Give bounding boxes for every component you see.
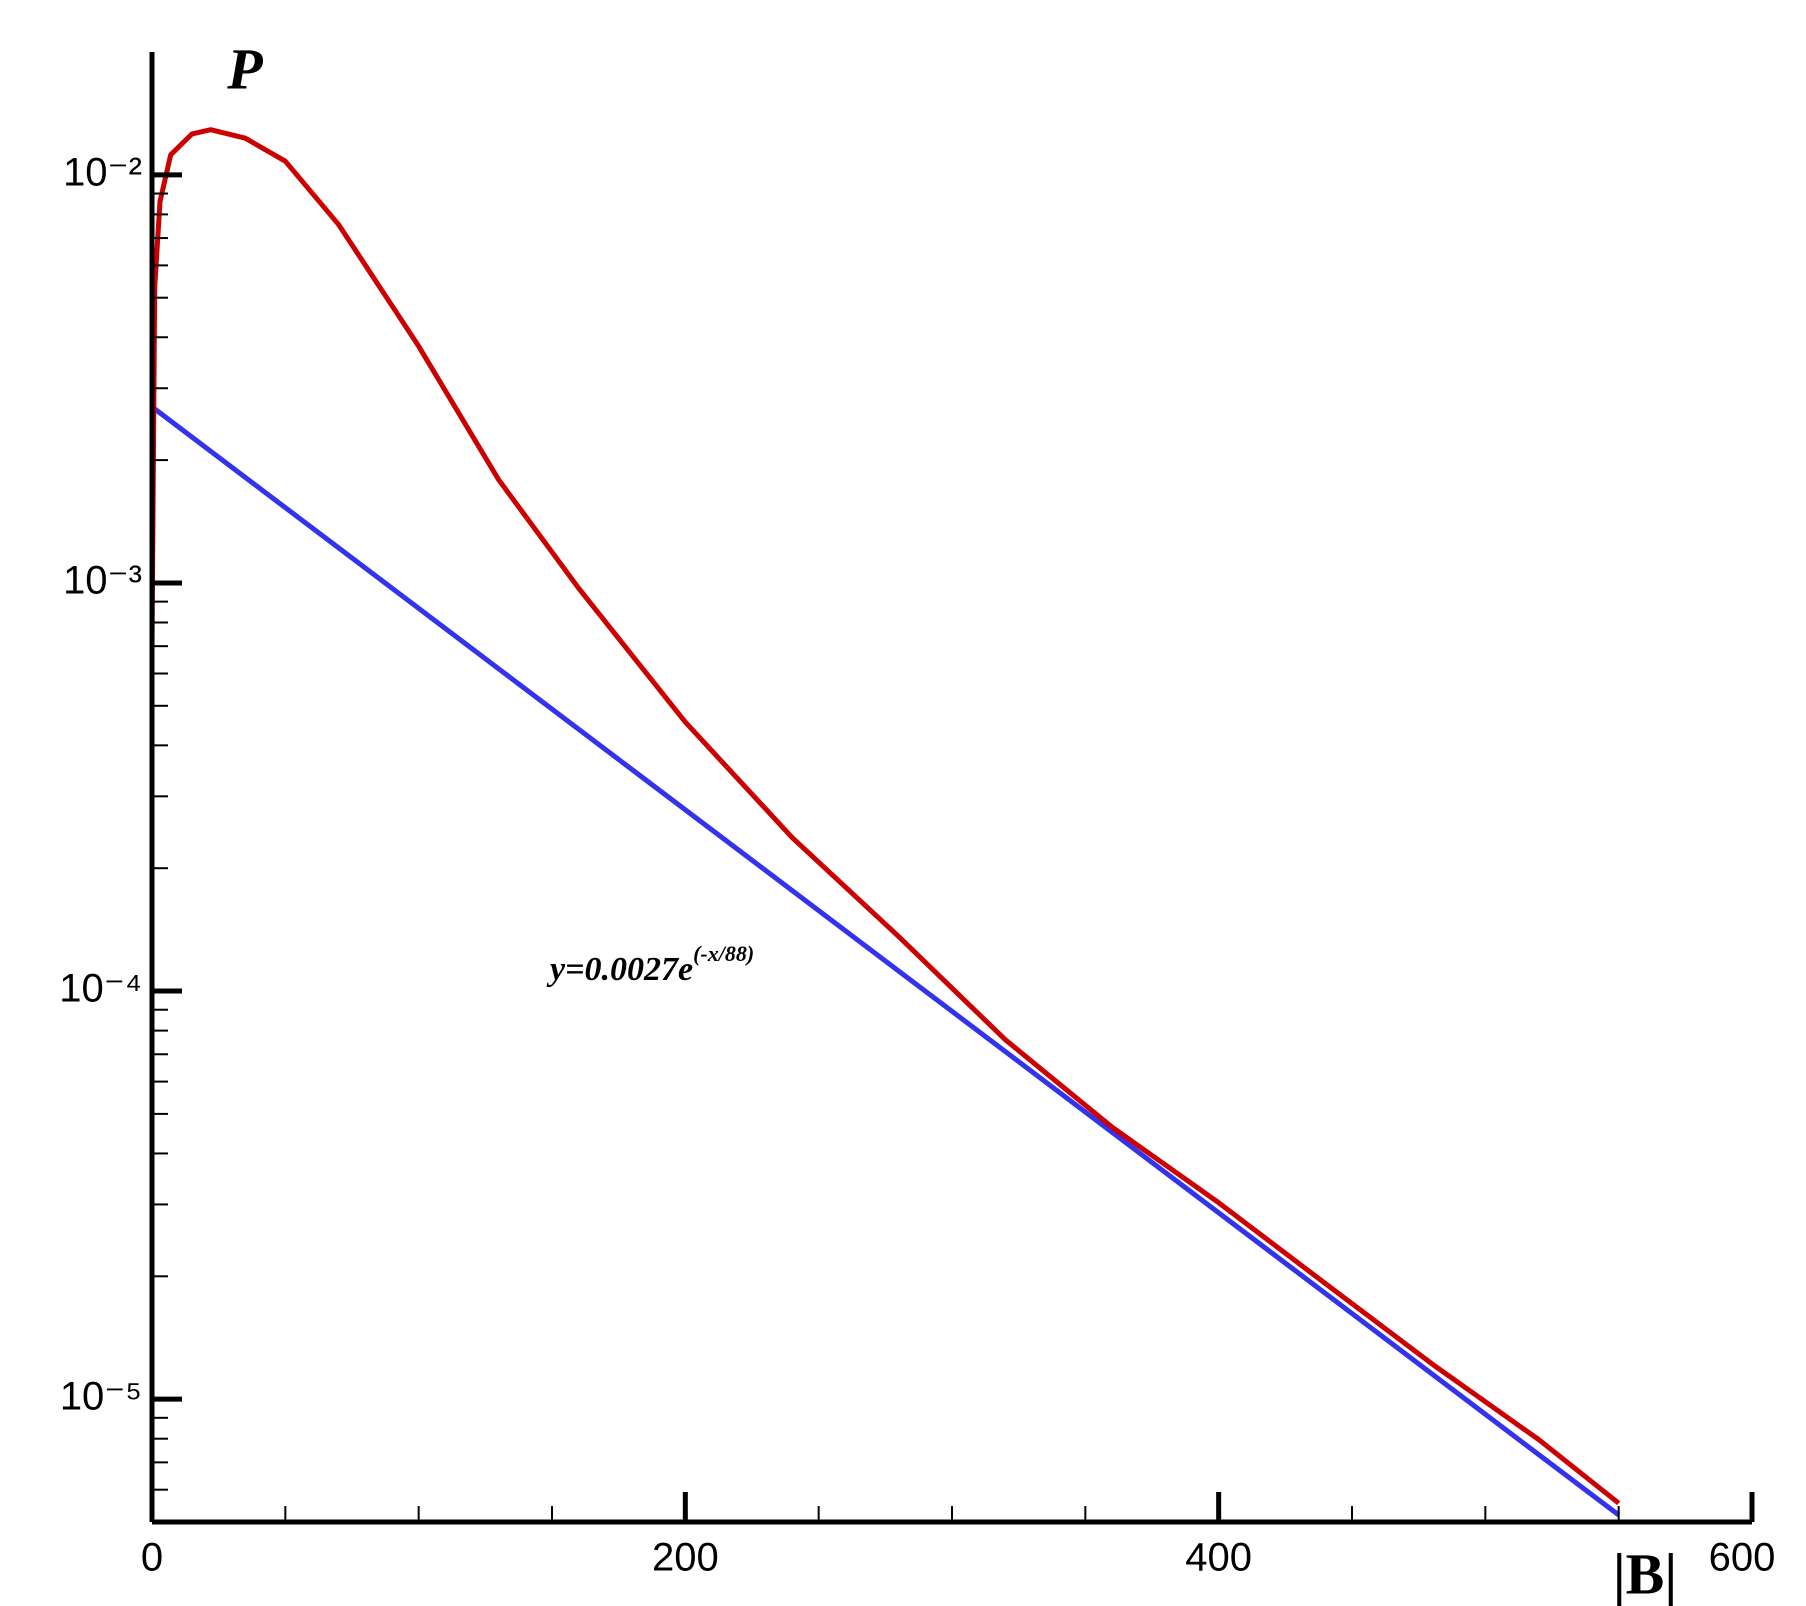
x-axis-label: |B|	[1613, 1541, 1677, 1606]
y-tick-label: 10⁻²	[63, 150, 142, 194]
y-tick-label: 10⁻³	[63, 559, 142, 603]
y-tick-label: 10⁻⁴	[59, 967, 142, 1011]
annotation-text: y=0.0027e	[546, 951, 693, 988]
series-line	[149, 127, 1621, 1506]
x-tick-label: 200	[652, 1536, 719, 1580]
y-tick-label: 10⁻⁵	[60, 1375, 142, 1419]
x-tick-label: 400	[1185, 1536, 1252, 1580]
y-axis-label: P	[226, 36, 263, 101]
x-tick-label: 0	[141, 1536, 163, 1580]
annotation: y=0.0027e(-x/88)	[546, 941, 754, 988]
annotation-exponent: (-x/88)	[693, 941, 754, 966]
series-line	[150, 404, 1621, 1517]
x-tick-label: 600	[1709, 1536, 1776, 1580]
